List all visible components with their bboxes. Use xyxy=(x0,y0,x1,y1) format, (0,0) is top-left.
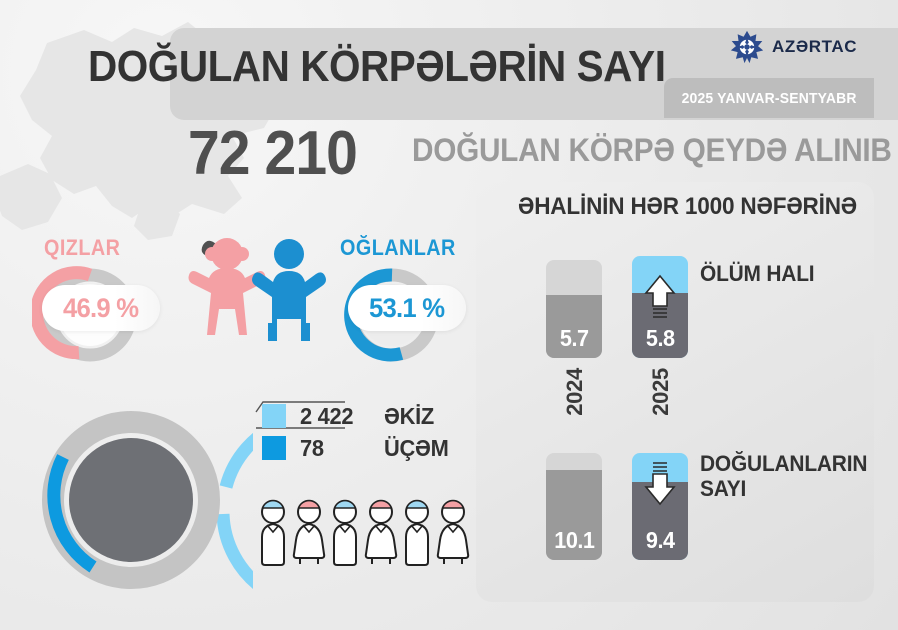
birth-caption-line1: DOĞULANLARIN xyxy=(700,451,868,476)
triplets-label: ÜÇƏM xyxy=(384,434,449,461)
boys-percent-pill: 53.1 % xyxy=(348,285,466,331)
death-bar-2025: 5.8 xyxy=(632,256,688,358)
legend-swatch-twins xyxy=(262,404,286,428)
legend-swatch-triplets xyxy=(262,436,286,460)
boys-label: OĞLANLAR xyxy=(340,235,456,260)
boy-figure xyxy=(252,239,326,341)
multiples-legend: 2 422 ƏKİZ 78 ÜÇƏM xyxy=(262,400,452,464)
death-caption: ÖLÜM HALI xyxy=(700,261,815,286)
girls-percent-value: 46.9 % xyxy=(63,292,139,323)
date-badge: 2025 YANVAR-SENTYABR xyxy=(664,78,874,118)
boys-percent-value: 53.1 % xyxy=(369,292,445,323)
death-value-2025: 5.8 xyxy=(645,325,675,351)
death-year-label-2024: 2024 xyxy=(562,368,587,416)
death-bar-2024: 5.7 xyxy=(546,260,602,358)
death-value-2024: 5.7 xyxy=(559,325,589,351)
baby-girl-icon xyxy=(436,499,470,564)
baby-boy-icon xyxy=(405,499,429,566)
girls-label: QIZLAR xyxy=(44,235,121,260)
birth-value-2024: 10.1 xyxy=(553,527,595,553)
azertac-wordmark: AZƏRTAC xyxy=(772,37,858,56)
baby-girl-icon xyxy=(364,499,398,564)
baby-girl-icon xyxy=(292,499,326,564)
sub-headline: DOĞULAN KÖRPƏ QEYDƏ ALINIB xyxy=(412,132,892,168)
azertac-logo: AZƏRTAC xyxy=(730,30,857,64)
triplets-count: 78 xyxy=(300,434,324,461)
birth-value-2025: 9.4 xyxy=(645,527,675,553)
birth-bar-2025: 9.4 xyxy=(632,453,688,560)
total-births-number: 72 210 xyxy=(188,119,358,188)
babies-row xyxy=(256,498,470,566)
birth-caption-line2: SAYI xyxy=(700,475,747,501)
twins-label: ƏKİZ xyxy=(384,402,434,429)
legend-row-twins: 2 422 ƏKİZ xyxy=(262,400,452,432)
birth-bar-2024: 10.1 xyxy=(546,453,602,560)
azertac-star-icon xyxy=(730,30,764,64)
girl-figure xyxy=(188,238,266,335)
multiples-donut-chart xyxy=(42,411,253,589)
page-title: DOĞULAN KÖRPƏLƏRİN SAYI xyxy=(88,42,666,91)
baby-boy-icon xyxy=(261,499,285,566)
twins-count: 2 422 xyxy=(300,402,354,429)
date-badge-label: 2025 YANVAR-SENTYABR xyxy=(681,89,857,107)
girls-percent-pill: 46.9 % xyxy=(42,285,160,331)
legend-row-triplets: 78 ÜÇƏM xyxy=(262,432,452,464)
rates-panel-title: ƏHALİNİN HƏR 1000 NƏFƏRİNƏ xyxy=(518,193,858,220)
baby-boy-icon xyxy=(333,499,357,566)
death-year-label-2025: 2025 xyxy=(648,368,673,416)
children-illustration xyxy=(188,238,326,341)
birth-caption: DOĞULANLARIN SAYI xyxy=(700,451,868,501)
legend-leader-lines xyxy=(255,401,345,429)
